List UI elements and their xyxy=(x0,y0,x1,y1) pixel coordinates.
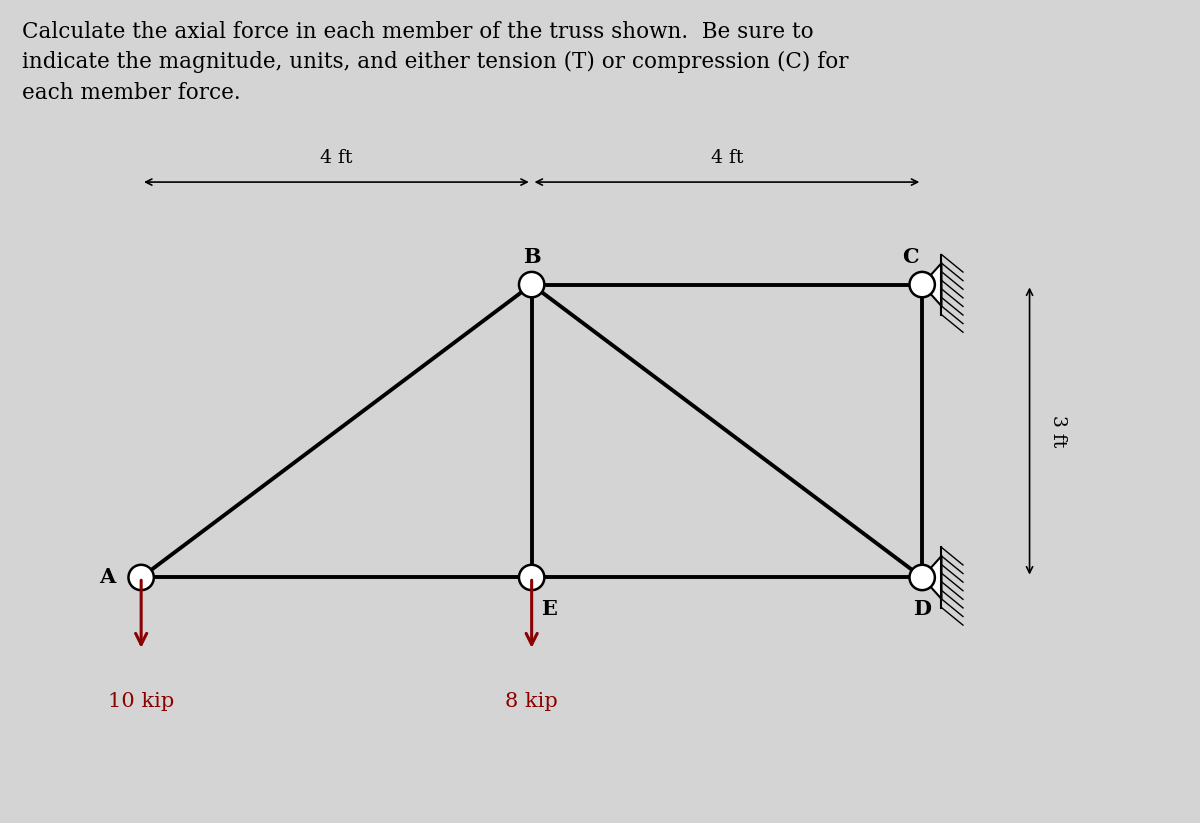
Text: 4 ft: 4 ft xyxy=(320,150,353,167)
Circle shape xyxy=(518,272,545,297)
Text: 3 ft: 3 ft xyxy=(1049,415,1067,447)
Text: B: B xyxy=(523,247,540,267)
Text: C: C xyxy=(902,247,919,267)
Circle shape xyxy=(128,565,154,590)
Circle shape xyxy=(910,272,935,297)
Circle shape xyxy=(518,565,545,590)
Circle shape xyxy=(910,565,935,590)
Text: D: D xyxy=(913,598,931,619)
Text: A: A xyxy=(98,568,115,588)
Polygon shape xyxy=(922,556,942,599)
Text: 10 kip: 10 kip xyxy=(108,691,174,711)
Text: E: E xyxy=(541,598,557,619)
Text: 8 kip: 8 kip xyxy=(505,691,558,711)
Text: Calculate the axial force in each member of the truss shown.  Be sure to
indicat: Calculate the axial force in each member… xyxy=(22,21,848,104)
Polygon shape xyxy=(922,263,942,306)
Text: 4 ft: 4 ft xyxy=(710,150,743,167)
